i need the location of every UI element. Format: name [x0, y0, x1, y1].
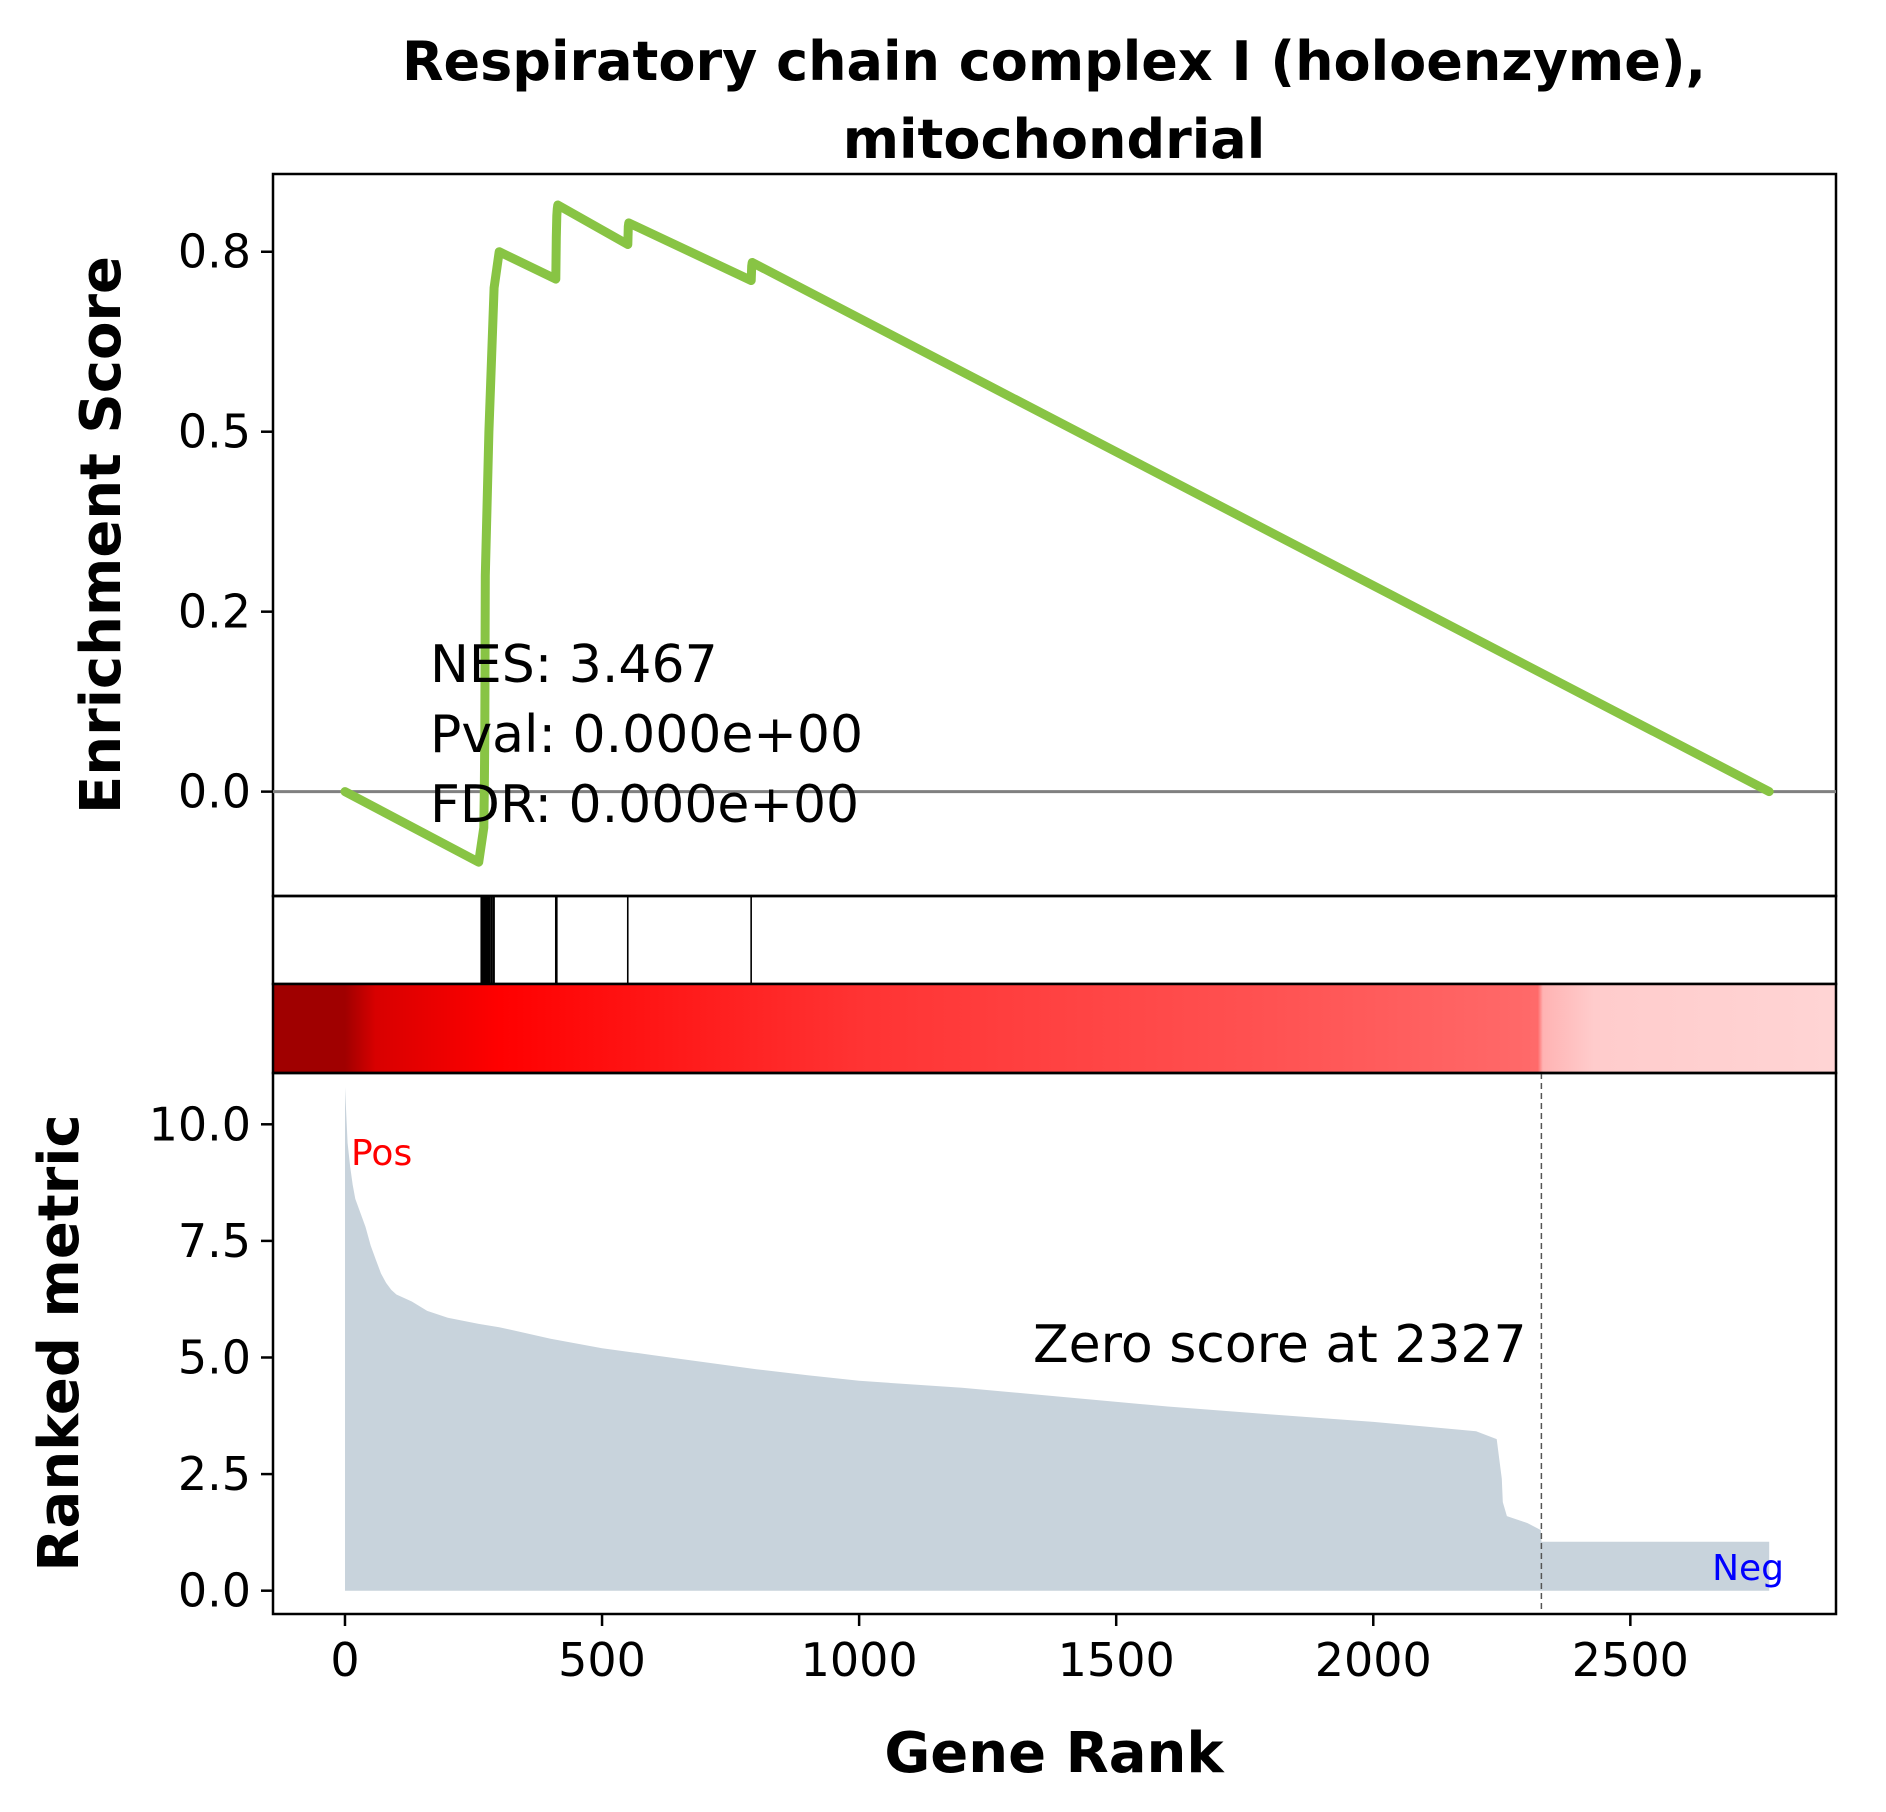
- ranked-metric-panel: 0.0 2.5 5.0 7.5 10.0 Pos Neg Zero score at 2…: [149, 1071, 1838, 1618]
- hits-panel-frame: [271, 894, 1838, 986]
- x-tick-label: 2500: [1572, 1633, 1689, 1687]
- nes-annotation: NES: 3.467: [430, 635, 718, 695]
- hits-panel: [271, 894, 1838, 986]
- x-tick-label: 500: [558, 1633, 646, 1687]
- x-tick-label: 1000: [801, 1633, 918, 1687]
- x-axis-label: Gene Rank: [884, 1721, 1225, 1786]
- rank-y-tick-label: 0.0: [178, 1564, 251, 1618]
- rank-panel-frame: [271, 1071, 1838, 1616]
- rank-y-axis-label: Ranked metric: [27, 1114, 92, 1571]
- rank-heatmap-band: [271, 982, 1838, 1075]
- es-y-tick-label: 0.8: [178, 225, 251, 279]
- fdr-annotation: FDR: 0.000e+00: [430, 775, 859, 835]
- rank-y-ticks: 0.0 2.5 5.0 7.5 10.0: [149, 1097, 273, 1618]
- es-y-tick-label: 0.5: [178, 405, 251, 459]
- x-tick-label: 1500: [1058, 1633, 1175, 1687]
- es-y-tick-label: 0.2: [178, 585, 251, 639]
- x-ticks: 0 500 1000 1500 2000 2500: [330, 1614, 1689, 1687]
- chart-title-line-1: Respiratory chain complex I (holoenzyme)…: [402, 30, 1706, 93]
- neg-label: Neg: [1712, 1548, 1784, 1589]
- es-y-ticks: 0.0 0.2 0.5 0.8: [178, 225, 273, 819]
- pos-label: Pos: [351, 1133, 412, 1174]
- pval-annotation: Pval: 0.000e+00: [430, 705, 863, 765]
- es-y-axis-label: Enrichment Score: [69, 256, 134, 814]
- rank-y-tick-label: 7.5: [178, 1214, 251, 1268]
- chart-title-line-2: mitochondrial: [843, 108, 1265, 171]
- rank-y-tick-label: 5.0: [178, 1330, 251, 1384]
- rank-y-tick-label: 10.0: [149, 1097, 251, 1151]
- es-y-tick-label: 0.0: [178, 765, 251, 819]
- x-tick-label: 2000: [1315, 1633, 1432, 1687]
- es-curve: [340, 200, 1774, 867]
- enrichment-score-panel: 0.00.20.50.8 NES: 3.467 Pval: 0.000e+00 …: [178, 172, 1838, 898]
- x-tick-label: 0: [330, 1633, 359, 1687]
- rank-y-tick-label: 2.5: [178, 1447, 251, 1501]
- hit-lines: [480, 896, 752, 984]
- ranked-metric-area: [345, 1087, 1770, 1591]
- zero-score-annotation: Zero score at 2327: [1033, 1315, 1527, 1375]
